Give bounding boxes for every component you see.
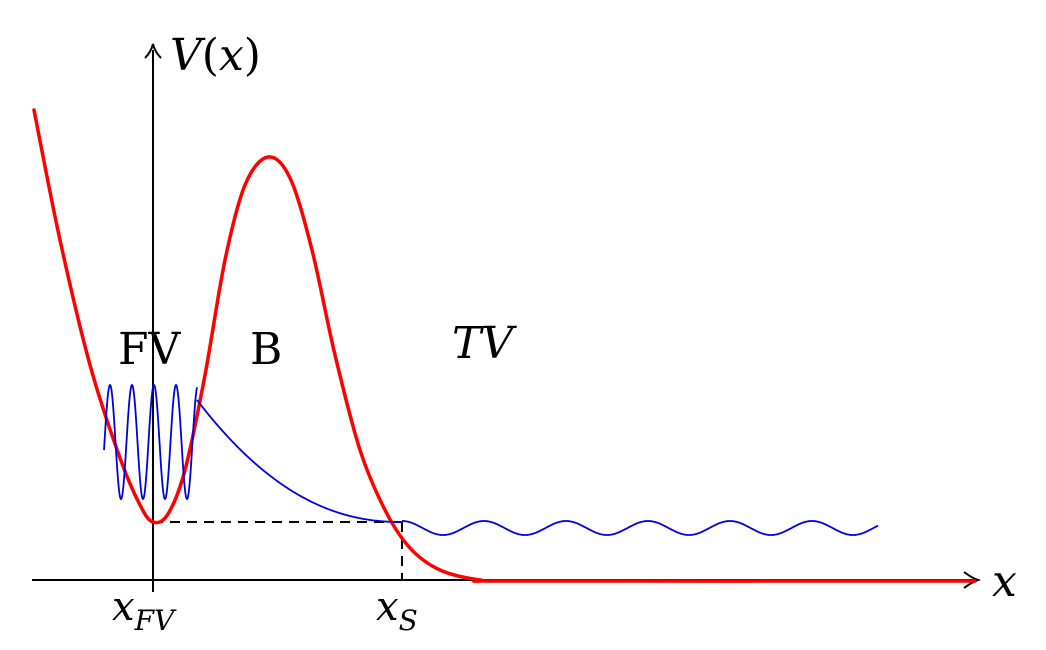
false-vacuum-label: FV [118, 324, 182, 375]
true-vacuum-label: TV [452, 318, 517, 369]
y-axis-arrowhead [144, 43, 162, 59]
x-axis-label: x [992, 556, 1017, 607]
wavefunction-false-vacuum [103, 383, 198, 501]
y-axis-label: V(x) [170, 30, 261, 81]
barrier-label: B [250, 324, 282, 375]
wavefunction-tunneling-tail [196, 399, 402, 523]
potential-curve [32, 108, 977, 583]
x-fv-tick-label: xFV [112, 584, 177, 637]
x-s-tick-label: xS [376, 584, 418, 637]
x-axis-arrowhead [963, 571, 982, 589]
wavefunction-true-vacuum [401, 520, 879, 536]
